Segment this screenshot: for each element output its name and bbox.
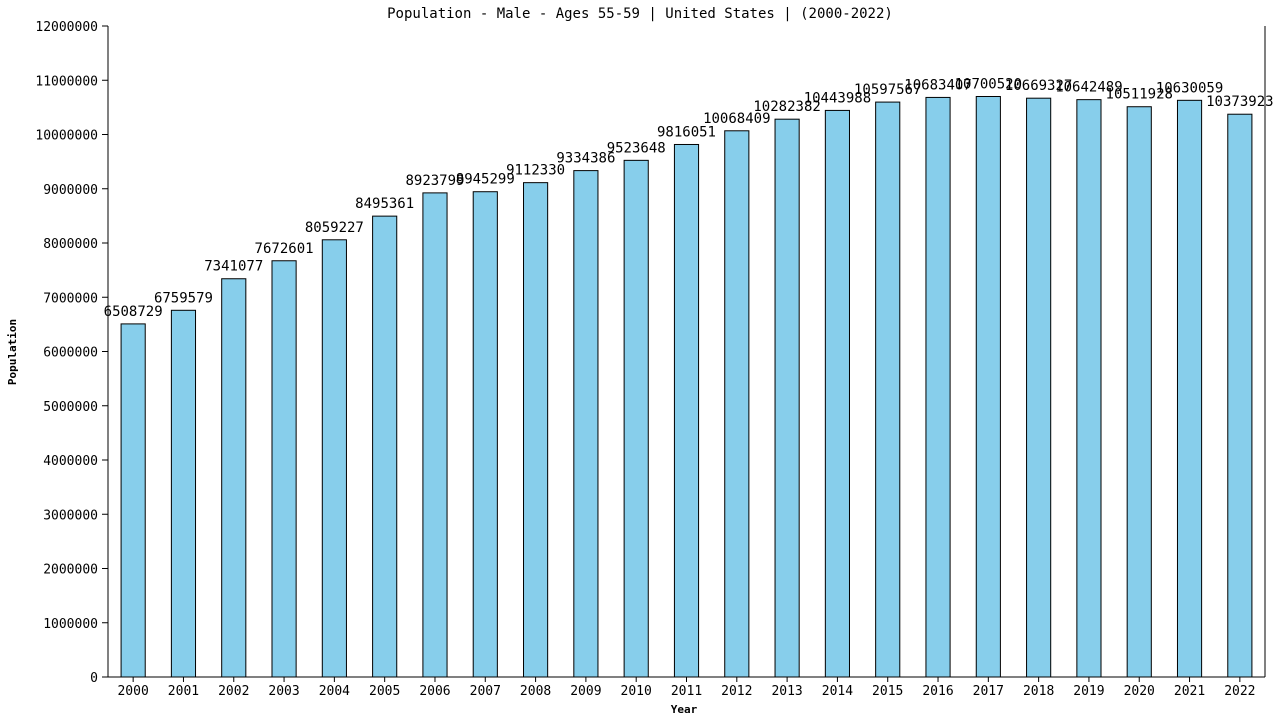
data-label-2016: 10683407: [904, 77, 971, 93]
bar-2017: [975, 95, 1001, 678]
bar-2007: [472, 191, 498, 678]
bar-2018: [1026, 97, 1052, 678]
x-tick-label: 2003: [268, 684, 299, 699]
x-tick-label: 2008: [520, 684, 551, 699]
x-tick-label: 2019: [1073, 684, 1104, 699]
bars-group: [120, 95, 1253, 678]
x-tick-label: 2011: [671, 684, 702, 699]
bar-2008: [523, 182, 549, 678]
x-tick-label: 2021: [1174, 684, 1205, 699]
x-tick-label: 2016: [922, 684, 953, 699]
y-tick-label: 10000000: [35, 129, 98, 144]
x-tick-label: 2010: [621, 684, 652, 699]
x-tick-label: 2020: [1124, 684, 1155, 699]
y-tick-label: 1000000: [43, 617, 98, 632]
data-label-2000: 6508729: [104, 304, 163, 320]
bar-2019: [1076, 99, 1102, 678]
bar-2013: [774, 118, 800, 678]
y-tick-label: 8000000: [43, 237, 98, 252]
bar-2010: [623, 159, 649, 678]
chart-title: Population - Male - Ages 55-59 | United …: [387, 6, 893, 22]
bar-2001: [170, 309, 197, 678]
data-label-2004: 8059227: [305, 220, 364, 236]
data-label-2009: 9334386: [556, 151, 615, 167]
bar-2006: [422, 192, 448, 678]
bar-2000: [120, 323, 146, 678]
bar-2011: [673, 143, 700, 678]
bar-2004: [321, 239, 347, 678]
data-label-2022: 10373923: [1206, 94, 1273, 110]
bar-2014: [824, 109, 850, 678]
x-tick-label: 2009: [570, 684, 601, 699]
x-axis-label: Year: [671, 703, 698, 716]
y-tick-label: 9000000: [43, 183, 98, 198]
bar-2016: [925, 96, 951, 678]
y-tick-label: 0: [90, 671, 98, 686]
bar-2022: [1227, 113, 1253, 678]
bar-2005: [372, 215, 398, 678]
y-tick-label: 2000000: [43, 563, 98, 578]
y-tick-label: 3000000: [43, 508, 98, 523]
axes: [107, 26, 1266, 678]
x-tick-label: 2001: [168, 684, 199, 699]
x-tick-label: 2022: [1224, 684, 1255, 699]
y-tick-label: 4000000: [43, 454, 98, 469]
y-tick-label: 5000000: [43, 400, 98, 415]
bar-2012: [724, 130, 750, 678]
x-tick-label: 2007: [470, 684, 501, 699]
x-tick-label: 2004: [319, 684, 350, 699]
data-label-2001: 6759579: [154, 290, 213, 306]
x-tick-label: 2017: [973, 684, 1004, 699]
bar-2020: [1126, 106, 1152, 678]
x-tick-label: 2005: [369, 684, 400, 699]
data-label-2018: 10669327: [1005, 78, 1072, 94]
x-tick-label: 2000: [117, 684, 148, 699]
data-label-2012: 10068409: [703, 111, 770, 127]
data-label-2010: 9523648: [607, 140, 666, 156]
x-axis-ticks: 2000 2001 2002 2003 2004 2005 2006 2007 2008 2009…: [117, 677, 1256, 699]
data-label-2013: 10282382: [753, 99, 820, 115]
y-axis-label: Population: [6, 319, 19, 385]
y-axis-ticks: 0 1000000 2000000 3000000 4000000 5000000 6000…: [35, 20, 108, 686]
y-tick-label: 12000000: [35, 20, 98, 35]
bar-2003: [271, 260, 297, 678]
bar-2021: [1176, 99, 1203, 678]
bar-2002: [221, 278, 247, 678]
data-label-2011: 9816051: [657, 124, 716, 140]
x-tick-label: 2013: [771, 684, 802, 699]
y-tick-label: 11000000: [35, 74, 98, 89]
data-label-2021: 10630059: [1156, 80, 1223, 96]
data-label-2003: 7672601: [255, 241, 314, 257]
data-label-2019: 10642489: [1055, 80, 1122, 96]
bar-2015: [875, 101, 901, 678]
data-label-2017: 10700520: [955, 76, 1022, 92]
x-tick-label: 2014: [822, 684, 853, 699]
data-label-2002: 7341077: [204, 259, 263, 275]
x-tick-label: 2015: [872, 684, 903, 699]
bar-2009: [573, 170, 599, 678]
data-label-2006: 8923799: [405, 173, 464, 189]
data-label-2020: 10511928: [1106, 87, 1173, 103]
data-label-2008: 9112330: [506, 163, 565, 179]
x-tick-label: 2018: [1023, 684, 1054, 699]
y-tick-label: 6000000: [43, 346, 98, 361]
y-tick-label: 7000000: [43, 291, 98, 306]
data-label-2007: 8945299: [456, 172, 515, 188]
x-tick-label: 2002: [218, 684, 249, 699]
data-label-2014: 10443988: [804, 90, 871, 106]
x-tick-label: 2012: [721, 684, 752, 699]
x-tick-label: 2006: [419, 684, 450, 699]
data-label-2005: 8495361: [355, 196, 414, 212]
data-label-2015: 10597567: [854, 82, 921, 98]
